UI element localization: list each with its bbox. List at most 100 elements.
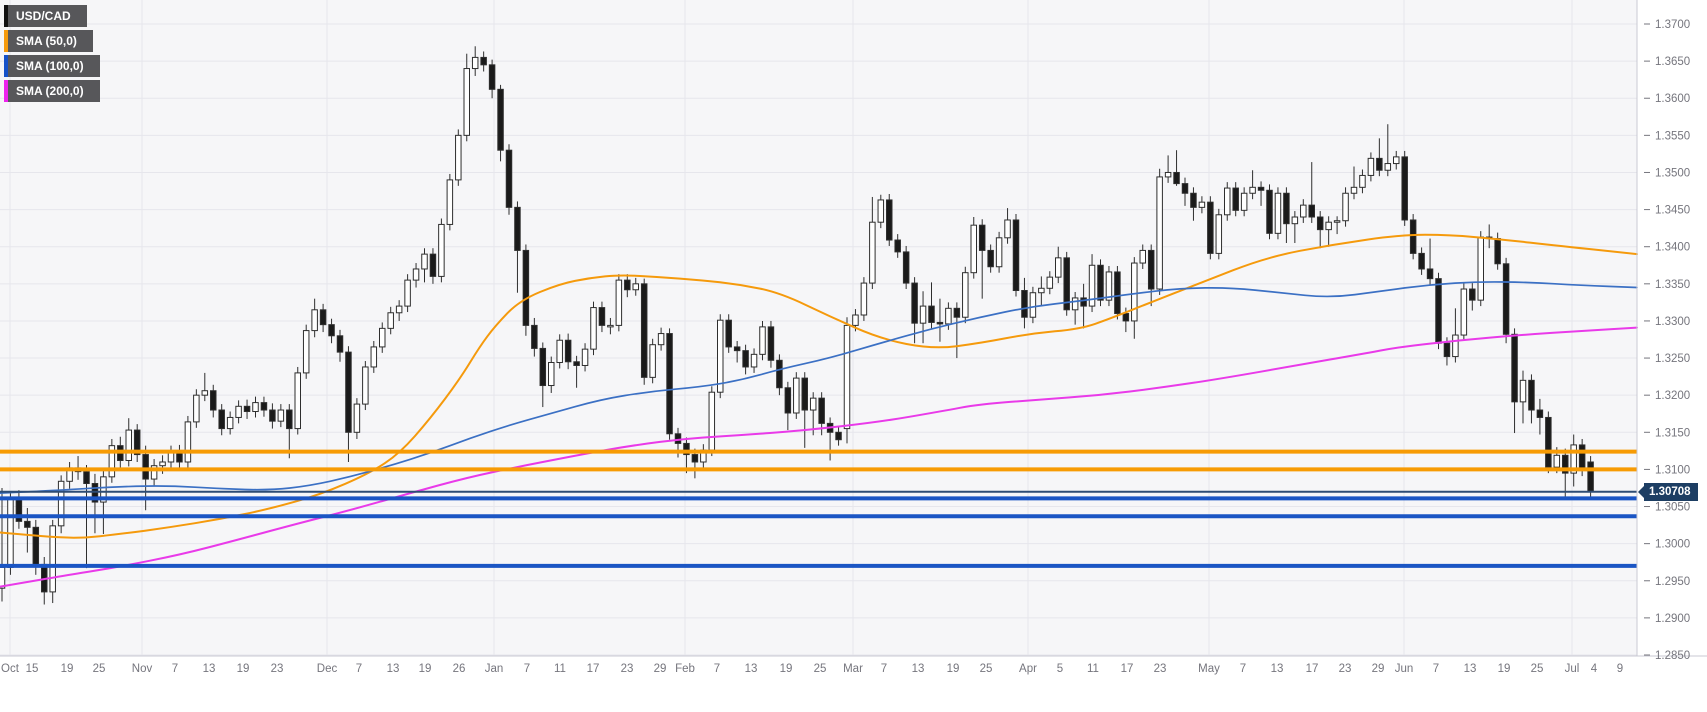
date-axis-label: 25 [1531, 663, 1544, 675]
legend-item-label: SMA (50,0) [16, 34, 77, 48]
candle-down [260, 402, 268, 411]
candle-down [640, 283, 648, 378]
candle-down [1401, 156, 1408, 221]
candle-down [210, 390, 217, 411]
legend-item-label: SMA (200,0) [16, 84, 84, 98]
candle-down [894, 239, 901, 253]
candle-up [201, 390, 209, 396]
candle-up [556, 339, 563, 364]
price-axis-label: 1.2950 [1655, 576, 1690, 588]
candle-down [936, 321, 944, 325]
candle-up [1359, 174, 1366, 188]
date-axis-label: 13 [1464, 663, 1477, 675]
candle-up [1004, 219, 1011, 239]
candle-down [1435, 278, 1442, 344]
candle-down [539, 347, 547, 387]
date-axis-label: 25 [93, 663, 106, 675]
date-axis-label: 7 [881, 663, 887, 675]
candle-up [970, 224, 977, 274]
legend-item-usdcad[interactable]: USD/CAD [4, 5, 87, 27]
candle-down [24, 520, 31, 528]
candle-up [100, 476, 107, 503]
candle-up [1274, 192, 1282, 234]
candle-up [1055, 257, 1062, 278]
candle-up [387, 312, 394, 329]
candle-up [919, 305, 927, 324]
candle-up [649, 344, 656, 378]
candle-down [1316, 216, 1324, 231]
candle-down [1578, 444, 1586, 471]
plot-area[interactable] [0, 0, 1637, 656]
candle-down [598, 307, 606, 326]
price-axis-label: 1.3100 [1655, 464, 1690, 476]
candle-down [1587, 461, 1594, 492]
candle-up [412, 268, 420, 281]
date-axis-label: 19 [419, 663, 432, 675]
candle-up [421, 253, 428, 270]
candle-down [1114, 271, 1121, 315]
sma50-line [0, 233, 1638, 539]
candle-down [83, 471, 90, 485]
candle-up [657, 333, 665, 346]
candle-down [902, 251, 910, 284]
candle-up [1240, 192, 1248, 211]
candle-down [801, 377, 808, 411]
candle-down [1266, 189, 1273, 234]
legend-item-sma100[interactable]: SMA (100,0) [4, 55, 100, 77]
date-axis-label: 13 [745, 663, 758, 675]
date-axis-label: 13 [203, 663, 216, 675]
sma100-series-swatch-icon [4, 55, 8, 77]
date-axis-label: 13 [912, 663, 925, 675]
candle-up [995, 237, 1003, 268]
date-axis: Oct 15 19 25 Nov 7 13 19 23 Dec 7 13 19 26 Jan 7 11 17 23 2… [1, 663, 1623, 675]
date-axis-label: 19 [237, 663, 250, 675]
date-axis-label: 25 [980, 663, 993, 675]
candle-down [1528, 379, 1535, 411]
candle-down [1308, 204, 1315, 218]
current-price-label: 1.30708 [1638, 483, 1698, 501]
candle-up [353, 403, 361, 433]
candle-down [564, 339, 572, 363]
candle-up [167, 451, 175, 463]
candle-up [1046, 276, 1054, 289]
candle-up [1071, 297, 1079, 311]
candle-up [1215, 214, 1223, 254]
legend-item-sma50[interactable]: SMA (50,0) [4, 30, 93, 52]
candle-down [269, 409, 276, 422]
candle-down [1181, 183, 1189, 194]
price-axis-label: 1.3150 [1655, 427, 1690, 439]
date-axis-label: 11 [554, 663, 566, 675]
candle-up [49, 525, 56, 593]
legend-item-sma200[interactable]: SMA (200,0) [4, 80, 100, 102]
candle-down [1080, 297, 1087, 307]
date-axis-label: 13 [387, 663, 400, 675]
price-axis-label: 1.3000 [1655, 539, 1690, 551]
candle-up [362, 366, 369, 405]
candle-up [57, 480, 65, 527]
candle-down [488, 64, 496, 90]
price-axis-label: 1.3400 [1655, 242, 1690, 254]
candle-up [1164, 171, 1172, 178]
candle-down [1511, 333, 1518, 403]
candle-down [1443, 342, 1451, 358]
candle-up [1367, 157, 1375, 176]
candle-up [1570, 444, 1577, 474]
candle-up [1553, 454, 1561, 468]
candle-down [319, 309, 327, 326]
candle-up [125, 429, 132, 462]
date-axis-label: May [1198, 663, 1220, 675]
candle-down [1190, 192, 1197, 208]
date-axis-label: 19 [947, 663, 960, 675]
date-axis-label: 17 [587, 663, 600, 675]
candle-up [159, 461, 166, 467]
candle-up [1224, 187, 1231, 216]
candle-down [1122, 313, 1130, 322]
candle-up [632, 283, 639, 291]
candle-up [277, 409, 285, 422]
candle-up [717, 319, 724, 393]
date-axis-label: Jul [1565, 663, 1580, 675]
legend-item-label: SMA (100,0) [16, 59, 84, 73]
candle-down [429, 253, 437, 277]
candle-down [776, 359, 783, 389]
